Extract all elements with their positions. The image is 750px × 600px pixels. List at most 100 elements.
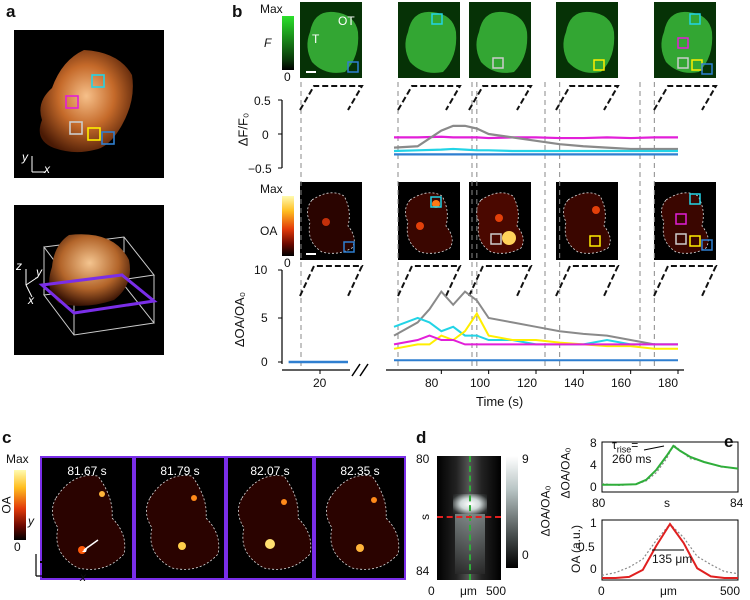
- d-ytick-80: 80: [416, 452, 430, 466]
- panel-a-bottom-image: z y x: [14, 205, 164, 355]
- zoom-wedge: [468, 265, 533, 297]
- panel-c-label: c: [2, 428, 12, 447]
- fl-fish-shape: [661, 11, 713, 75]
- c-timestamp-4: 82.35 s: [340, 464, 380, 478]
- e-bottom-frame: [601, 519, 739, 581]
- zoom-wedge: [299, 265, 364, 297]
- zoom-wedge: [299, 85, 364, 111]
- panel-b-label: b: [232, 2, 243, 21]
- c-timestamp-3: 82.07 s: [250, 464, 290, 478]
- fl-frame-5: [654, 2, 716, 78]
- axis-y-label: y: [22, 150, 28, 164]
- tau-arrow: [643, 445, 665, 451]
- d-xtick-500: 500: [486, 584, 507, 598]
- tau-rise-label: τrise=: [612, 438, 639, 455]
- dff-tick-bot: −0.5: [248, 162, 272, 176]
- c-colorbar: [14, 470, 26, 540]
- c-fish-shape: [326, 475, 400, 570]
- c-timestamp-1: 81.67 s: [67, 464, 107, 478]
- c-colorbar-max: Max: [6, 452, 29, 466]
- d-xtick-um: μm: [460, 584, 477, 598]
- fl-colorbar-label: F: [264, 36, 272, 50]
- fl-frame-2: [398, 2, 460, 78]
- doa-trace-magenta: [393, 334, 678, 346]
- xtick-120: 120: [517, 376, 538, 390]
- zoom-wedge: [555, 85, 620, 111]
- fl-fish-shape: [306, 11, 359, 73]
- oa-frame-2: [398, 182, 460, 260]
- oa-frame-3: [469, 182, 531, 260]
- c-frame-4: 82.35 s: [314, 456, 406, 580]
- doa-tick-10: 10: [254, 263, 268, 277]
- fl-fish-shape: [563, 11, 615, 73]
- c-fish-shape: [146, 475, 220, 570]
- e-bot-ytick-1: 1: [590, 516, 597, 530]
- oa-colorbar-label: OA: [260, 224, 278, 238]
- e-top-xtick-84: 84: [730, 496, 744, 510]
- zoom-wedge: [397, 85, 462, 111]
- e-top-ytick-4: 4: [590, 458, 597, 472]
- e-top-ylabel: ΔOA/OA₀: [558, 447, 573, 499]
- e-bot-ytick-0: 0: [590, 562, 597, 576]
- oa-colorbar-min: 0: [284, 256, 291, 270]
- label-T: T: [312, 32, 320, 46]
- axis3d-x-label: x: [28, 293, 34, 307]
- d-colorbar-0: 0: [522, 548, 529, 562]
- dff-tick-mid: 0: [262, 128, 269, 142]
- zoom-wedge: [468, 85, 533, 111]
- fl-fish-shape: [405, 11, 457, 73]
- e-bot-xtick-500: 500: [720, 584, 741, 598]
- c-timestamp-2: 81.79 s: [160, 464, 200, 478]
- zoom-wedge: [653, 265, 718, 297]
- c-frame-3: 82.07 s: [226, 456, 314, 580]
- panel-a-top-image: y x: [14, 30, 164, 178]
- zoom-wedge: [555, 265, 620, 297]
- oa-fish-shape: [563, 192, 611, 254]
- doa-tick-0: 0: [261, 355, 268, 369]
- fwhm-value: 135 μm: [652, 552, 693, 566]
- c-colorbar-min: 0: [14, 540, 21, 554]
- panel-a-label: a: [6, 2, 16, 21]
- e-bot-xtick-0: 0: [598, 584, 605, 598]
- xtick-20: 20: [313, 376, 327, 390]
- fl-colorbar-min: 0: [284, 70, 291, 84]
- fl-colorbar: [282, 16, 294, 70]
- zoom-wedge: [653, 85, 718, 111]
- e-top-ytick-8: 8: [590, 436, 597, 450]
- axis-break-mark: [351, 363, 361, 377]
- panel-b-plots: [278, 82, 718, 377]
- oa-frame-1: [300, 182, 362, 260]
- doa-trace-cyan: [393, 316, 678, 346]
- fl-colorbar-max: Max: [260, 2, 283, 16]
- oa-fish-shape: [405, 192, 453, 254]
- axis3d-y-label: y: [36, 265, 42, 279]
- oa-fish-shape: [306, 192, 355, 255]
- time-xlabel: Time (s): [476, 394, 524, 409]
- e-bot-xtick-um: μm: [660, 584, 677, 598]
- doa-trace-yellow: [393, 311, 678, 350]
- oa-frame-5: [654, 182, 716, 260]
- oa-fish-shape: [661, 192, 713, 254]
- fish-3d-box-render: [25, 234, 158, 336]
- xtick-160: 160: [611, 376, 632, 390]
- axis-break-mark: [359, 363, 369, 377]
- xtick-180: 180: [658, 376, 679, 390]
- e-top-trace-green: [602, 444, 739, 486]
- zoom-wedge: [397, 265, 462, 297]
- tau-equals: =: [631, 438, 639, 452]
- fl-frame-3: [469, 2, 531, 78]
- axis3d-z-label: z: [16, 259, 22, 273]
- dff-trace-gray: [393, 124, 678, 151]
- c-frame-1: 81.67 s: [40, 456, 134, 580]
- label-OT: OT: [338, 14, 355, 28]
- oa-colorbar-max: Max: [260, 182, 283, 196]
- c-frame-2: 81.79 s: [134, 456, 226, 580]
- d-colorbar-9: 9: [522, 452, 529, 466]
- tau-rise-value: 260 ms: [612, 452, 652, 466]
- oa-fish-shape: [476, 192, 524, 254]
- d-ytick-84: 84: [416, 564, 430, 578]
- kymograph: [437, 456, 501, 580]
- c-axis-x: x: [80, 570, 86, 584]
- doa-trace-gray: [393, 289, 678, 346]
